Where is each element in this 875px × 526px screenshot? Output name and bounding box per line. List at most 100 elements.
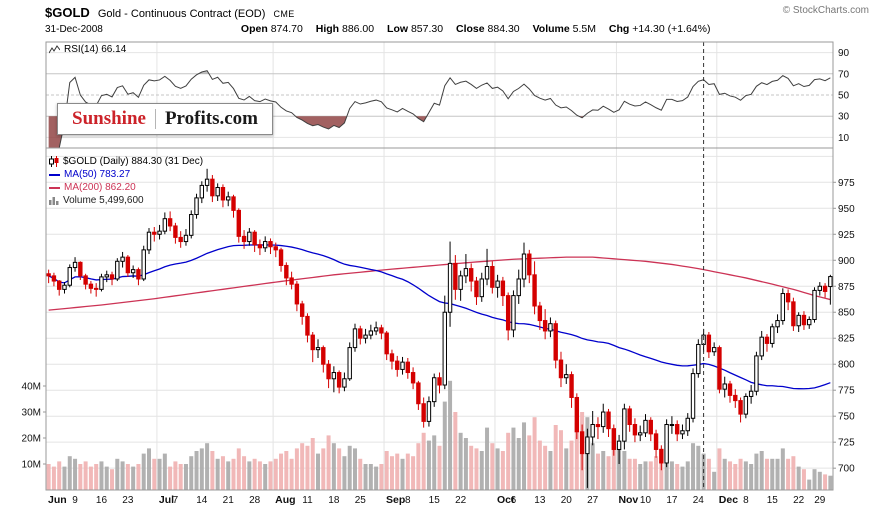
quote-value: 5.5M — [572, 23, 596, 35]
svg-text:21: 21 — [223, 495, 235, 506]
svg-text:800: 800 — [838, 360, 855, 371]
svg-text:Dec: Dec — [719, 494, 738, 506]
chart-date: 31-Dec-2008 — [45, 24, 103, 35]
quote-low: Low 857.30 — [387, 23, 443, 35]
quote-value: +14.30 (+1.64%) — [632, 23, 711, 35]
svg-text:18: 18 — [328, 495, 340, 506]
svg-text:750: 750 — [838, 412, 855, 423]
main-panel-border — [45, 147, 834, 491]
quote-label: High — [315, 23, 340, 35]
logo-divider — [154, 109, 156, 129]
legend-row-ma200: MA(200) 862.20 — [49, 181, 203, 194]
svg-text:900: 900 — [838, 256, 855, 267]
svg-text:25: 25 — [355, 495, 367, 506]
ma200-line — [48, 256, 831, 311]
svg-text:700: 700 — [838, 464, 855, 475]
quote-value: 886.00 — [341, 23, 375, 35]
svg-text:24: 24 — [693, 495, 705, 506]
ticker-symbol: $GOLD — [45, 5, 90, 20]
quote-row: 31-Dec-2008 Open 874.70 High 886.00 Low … — [45, 23, 869, 35]
quote-volume: Volume 5.5M — [533, 23, 596, 35]
exchange-label: CME — [273, 9, 295, 19]
svg-text:13: 13 — [534, 495, 546, 506]
quote-label: Close — [456, 23, 485, 35]
svg-text:725: 725 — [838, 438, 855, 449]
svg-text:6: 6 — [511, 495, 517, 506]
quote-label: Low — [387, 23, 409, 35]
ma200-line-swatch — [49, 186, 60, 189]
instrument-name: Gold - Continuous Contract (EOD) — [97, 8, 266, 20]
chart-title-row: © StockCharts.com $GOLD Gold - Continuou… — [45, 5, 869, 21]
volume-bars-icon — [49, 197, 59, 205]
svg-text:28: 28 — [249, 495, 261, 506]
svg-text:975: 975 — [838, 178, 855, 189]
rsi-legend: RSI(14) 66.14 — [49, 44, 126, 55]
main-legend: $GOLD (Daily) 884.30 (31 Dec) MA(50) 783… — [49, 155, 203, 207]
quote-label: Open — [240, 23, 268, 35]
svg-text:10: 10 — [640, 495, 652, 506]
ma50-line — [48, 244, 831, 390]
svg-text:70: 70 — [838, 69, 850, 80]
svg-text:15: 15 — [429, 495, 441, 506]
quote-close: Close 884.30 — [456, 23, 520, 35]
quote-label: Volume — [532, 23, 570, 35]
rsi-layer — [48, 70, 831, 149]
legend-row-ma50: MA(50) 783.27 — [49, 168, 203, 181]
logo-profits: Profits.com — [164, 108, 258, 129]
svg-text:10M: 10M — [22, 460, 41, 471]
svg-text:22: 22 — [455, 495, 467, 506]
legend-ma200-label: MA(200) 862.20 — [64, 182, 136, 193]
svg-text:925: 925 — [838, 230, 855, 241]
rsi-legend-label: RSI(14) 66.14 — [64, 44, 127, 55]
svg-text:Aug: Aug — [275, 494, 295, 506]
legend-row-symbol: $GOLD (Daily) 884.30 (31 Dec) — [49, 155, 203, 168]
svg-text:Sep: Sep — [386, 494, 405, 506]
legend-ma50-label: MA(50) 783.27 — [64, 169, 131, 180]
ma50-line-swatch — [49, 173, 60, 176]
svg-text:16: 16 — [96, 495, 108, 506]
svg-text:15: 15 — [767, 495, 779, 506]
logo-sunshine: Sunshine — [72, 108, 146, 129]
svg-text:825: 825 — [838, 334, 855, 345]
svg-text:30M: 30M — [22, 408, 41, 419]
svg-text:17: 17 — [666, 495, 678, 506]
candlestick-icon — [49, 156, 59, 167]
svg-text:40M: 40M — [22, 382, 41, 393]
svg-text:20M: 20M — [22, 434, 41, 445]
svg-text:30: 30 — [838, 112, 850, 123]
legend-symbol-label: $GOLD (Daily) 884.30 (31 Dec) — [63, 156, 204, 167]
quote-label: Chg — [608, 23, 630, 35]
svg-text:90: 90 — [838, 48, 850, 59]
svg-text:20: 20 — [561, 495, 573, 506]
quote-value: 884.30 — [487, 23, 520, 35]
svg-text:29: 29 — [814, 495, 826, 506]
legend-volume-label: Volume 5,499,600 — [63, 195, 144, 206]
quote-value: 857.30 — [410, 23, 444, 35]
svg-text:775: 775 — [838, 386, 855, 397]
svg-text:Nov: Nov — [618, 494, 638, 506]
svg-text:8: 8 — [743, 495, 749, 506]
svg-text:950: 950 — [838, 204, 855, 215]
svg-text:8: 8 — [405, 495, 411, 506]
svg-text:11: 11 — [302, 495, 313, 506]
svg-text:50: 50 — [838, 91, 850, 102]
quote-value: 874.70 — [270, 23, 303, 35]
svg-text:875: 875 — [838, 282, 855, 293]
svg-text:850: 850 — [838, 308, 855, 319]
svg-text:22: 22 — [793, 495, 805, 506]
stockcharts-copyright: © StockCharts.com — [782, 5, 869, 16]
svg-text:7: 7 — [173, 495, 179, 506]
quote-change: Chg +14.30 (+1.64%) — [609, 23, 711, 35]
svg-text:Jun: Jun — [48, 494, 67, 506]
svg-text:14: 14 — [196, 495, 208, 506]
rsi-indicator-icon — [49, 44, 60, 53]
svg-text:Oct: Oct — [497, 494, 515, 506]
quote-high: High 886.00 — [316, 23, 374, 35]
candles-layer — [46, 168, 833, 488]
quote-open: Open 874.70 — [241, 23, 303, 35]
svg-text:27: 27 — [587, 495, 599, 506]
sunshine-profits-logo: Sunshine Profits.com — [57, 103, 273, 135]
